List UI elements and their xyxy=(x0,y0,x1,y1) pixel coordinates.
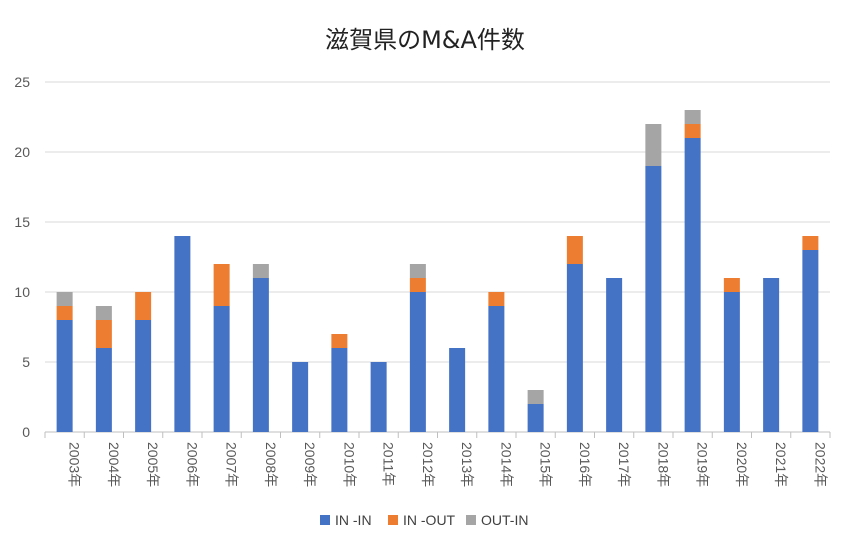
y-axis-ticks: 0 5 10 15 20 25 xyxy=(14,74,30,440)
x-tick-label: 2003年 xyxy=(67,442,83,487)
bar-segment-2 xyxy=(684,124,701,138)
bar-segment-1 xyxy=(292,362,309,432)
bar-segment-2 xyxy=(488,292,505,306)
bar-segment-1 xyxy=(409,292,426,432)
bar-segment-1 xyxy=(488,306,505,432)
bar-segment-1 xyxy=(252,278,269,432)
legend-label: IN -OUT xyxy=(403,512,456,528)
bar-segment-2 xyxy=(95,320,112,348)
y-tick-label: 0 xyxy=(22,424,30,440)
x-tick-label: 2013年 xyxy=(459,442,475,487)
x-tick-label: 2019年 xyxy=(695,442,711,487)
x-tick-label: 2011年 xyxy=(381,442,397,486)
bar-segment-1 xyxy=(566,264,583,432)
x-tick-label: 2020年 xyxy=(734,442,750,487)
bar-segment-3 xyxy=(684,110,701,124)
bar-segment-1 xyxy=(135,320,152,432)
x-tick-label: 2016年 xyxy=(577,442,593,487)
y-tick-label: 25 xyxy=(14,74,30,90)
x-tick-label: 2005年 xyxy=(145,442,161,487)
x-tick-label: 2008年 xyxy=(263,442,279,487)
bar-segment-1 xyxy=(684,138,701,432)
legend-swatch xyxy=(320,515,330,525)
x-tick-label: 2012年 xyxy=(420,442,436,487)
x-tick-label: 2017年 xyxy=(616,442,632,487)
x-axis-ticks: 2003年 2004年 2005年 2006年 2007年 2008年 2009年 2010年… xyxy=(67,442,829,487)
bar-segment-1 xyxy=(645,166,662,432)
bar-segment-2 xyxy=(802,236,819,250)
bar-segment-1 xyxy=(56,320,73,432)
legend: IN -IN IN -OUT OUT-IN xyxy=(320,512,528,528)
bar-segment-1 xyxy=(527,404,544,432)
y-tick-label: 15 xyxy=(14,214,30,230)
bar-segment-2 xyxy=(331,334,348,348)
chart-title: 滋賀県のM&A件数 xyxy=(325,26,525,54)
bar-segment-2 xyxy=(566,236,583,264)
bar-segment-1 xyxy=(331,348,348,432)
bar-segment-1 xyxy=(763,278,780,432)
x-tick-label: 2007年 xyxy=(224,442,240,487)
bar-segment-3 xyxy=(56,292,73,306)
x-tick-label: 2018年 xyxy=(655,442,671,487)
x-tick-label: 2015年 xyxy=(538,442,554,487)
x-tick-label: 2010年 xyxy=(341,442,357,487)
bar-segment-1 xyxy=(174,236,191,432)
legend-swatch xyxy=(466,515,476,525)
bar-segment-1 xyxy=(370,362,387,432)
x-tick-label: 2014年 xyxy=(498,442,514,487)
bar-segment-2 xyxy=(135,292,152,320)
bar-segment-2 xyxy=(723,278,740,292)
bar-segment-2 xyxy=(409,278,426,292)
bar-segment-3 xyxy=(527,390,544,404)
bar-segment-1 xyxy=(802,250,819,432)
legend-label: IN -IN xyxy=(335,512,372,528)
bar-segment-1 xyxy=(449,348,466,432)
bar-segment-3 xyxy=(409,264,426,278)
bars xyxy=(56,110,819,432)
x-tick-label: 2004年 xyxy=(106,442,122,487)
legend-swatch xyxy=(388,515,398,525)
bar-segment-1 xyxy=(95,348,112,432)
bar-segment-2 xyxy=(56,306,73,320)
legend-label: OUT-IN xyxy=(481,512,528,528)
x-tick-label: 2006年 xyxy=(184,442,200,487)
bar-segment-2 xyxy=(213,264,230,306)
x-tick-label: 2022年 xyxy=(812,442,828,487)
x-tick-label: 2021年 xyxy=(773,442,789,487)
bar-segment-1 xyxy=(723,292,740,432)
bar-segment-3 xyxy=(645,124,662,166)
bar-segment-3 xyxy=(252,264,269,278)
bar-segment-1 xyxy=(606,278,623,432)
x-tick-label: 2009年 xyxy=(302,442,318,487)
bar-segment-1 xyxy=(213,306,230,432)
grid-lines xyxy=(44,81,831,438)
y-tick-label: 20 xyxy=(14,144,30,160)
y-tick-label: 10 xyxy=(14,284,30,300)
y-tick-label: 5 xyxy=(22,354,30,370)
bar-segment-3 xyxy=(95,306,112,320)
